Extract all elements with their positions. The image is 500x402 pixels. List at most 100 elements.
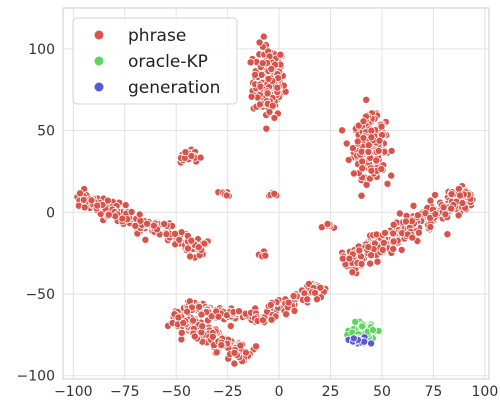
x-tick-label: −100	[54, 384, 92, 398]
x-tick-label: −25	[213, 384, 243, 398]
data-point	[186, 252, 195, 261]
data-point	[362, 180, 371, 189]
data-point	[177, 328, 186, 337]
data-point	[323, 219, 332, 228]
x-tick-label: 75	[425, 384, 443, 398]
data-point	[379, 238, 388, 247]
data-point	[234, 307, 243, 316]
data-point	[378, 245, 387, 254]
data-point	[208, 332, 217, 341]
data-point	[409, 201, 418, 210]
data-point	[289, 291, 298, 300]
data-point	[258, 316, 267, 325]
data-point	[351, 317, 360, 326]
data-point	[439, 203, 448, 212]
x-tick-label: −75	[110, 384, 140, 398]
data-point	[258, 59, 267, 68]
y-tick-label: 50	[37, 124, 55, 140]
data-point	[236, 341, 245, 350]
legend-label: phrase	[128, 26, 186, 46]
data-point	[104, 210, 113, 219]
data-point	[149, 221, 158, 230]
data-point	[268, 101, 277, 110]
data-point	[87, 196, 96, 205]
data-point	[276, 50, 285, 59]
data-point	[353, 137, 362, 146]
data-point	[408, 233, 417, 242]
data-point	[141, 235, 150, 244]
data-point	[441, 210, 450, 219]
data-point	[118, 214, 127, 223]
data-point	[255, 38, 264, 47]
data-point	[377, 122, 386, 131]
data-point	[362, 95, 371, 104]
data-point	[255, 100, 264, 109]
data-point	[443, 230, 452, 239]
data-point	[263, 89, 272, 98]
data-point	[387, 171, 396, 180]
data-point	[80, 203, 89, 212]
data-point	[383, 179, 392, 188]
data-point	[447, 190, 456, 199]
data-point	[401, 217, 410, 226]
series-phrase	[73, 32, 477, 368]
legend-box	[72, 17, 238, 105]
x-tick-label: 100	[472, 384, 499, 398]
data-point	[226, 321, 235, 330]
data-point	[247, 92, 256, 101]
data-point	[375, 136, 384, 145]
data-point	[364, 147, 373, 156]
legend: phrase oracle-KP generation	[72, 17, 238, 105]
data-point	[189, 316, 198, 325]
data-point	[367, 339, 376, 348]
data-point	[455, 191, 464, 200]
data-point	[374, 146, 383, 155]
data-point	[367, 126, 376, 135]
data-point	[103, 196, 112, 205]
data-point	[127, 207, 136, 216]
data-point	[160, 219, 169, 228]
legend-marker	[94, 82, 104, 92]
data-point	[426, 222, 435, 231]
legend-marker	[94, 30, 104, 40]
data-point	[349, 334, 358, 343]
data-point	[338, 126, 347, 135]
data-point	[76, 189, 85, 198]
data-point	[183, 244, 192, 253]
data-point	[187, 236, 196, 245]
data-point	[230, 348, 239, 357]
data-point	[316, 283, 325, 292]
x-tick-label: 0	[275, 384, 284, 398]
data-point	[181, 148, 190, 157]
data-point	[377, 164, 386, 173]
data-point	[431, 210, 440, 219]
data-point	[246, 58, 255, 67]
data-point	[367, 166, 376, 175]
data-point	[267, 65, 276, 74]
data-point	[175, 235, 184, 244]
data-point	[359, 133, 368, 142]
data-point	[183, 307, 192, 316]
data-point	[387, 146, 396, 155]
data-point	[395, 209, 404, 218]
data-point	[194, 243, 203, 252]
data-point	[290, 306, 299, 315]
data-point	[111, 212, 120, 221]
data-point	[366, 259, 375, 268]
data-point	[430, 190, 439, 199]
data-point	[121, 201, 130, 210]
data-point	[179, 318, 188, 327]
data-point	[358, 322, 367, 331]
data-point	[367, 251, 376, 260]
data-point	[266, 300, 275, 309]
data-point	[348, 268, 357, 277]
data-point	[241, 348, 250, 357]
data-point	[397, 245, 406, 254]
data-point	[426, 196, 435, 205]
data-point	[177, 335, 186, 344]
data-point	[197, 310, 206, 319]
data-point	[380, 228, 389, 237]
data-point	[342, 139, 351, 148]
data-point	[195, 302, 204, 311]
data-point	[358, 157, 367, 166]
